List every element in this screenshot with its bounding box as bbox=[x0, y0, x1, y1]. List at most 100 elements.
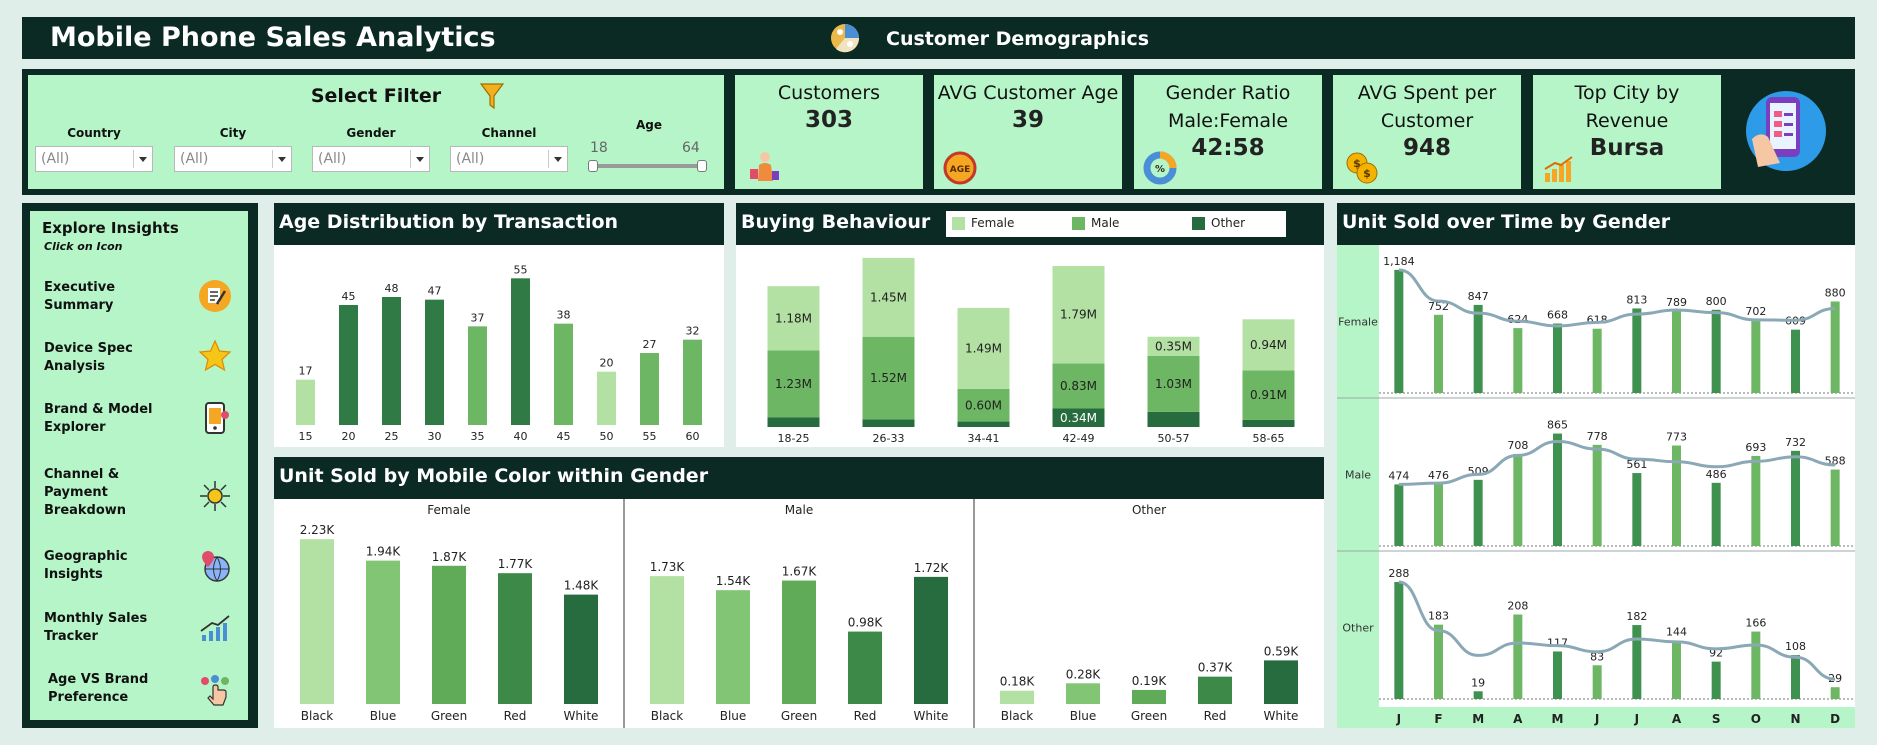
buying-tick-label: 26-33 bbox=[873, 432, 905, 445]
color-bar-label: 0.28K bbox=[1066, 667, 1102, 681]
kpi-customers-value: 303 bbox=[804, 107, 853, 133]
age-bar bbox=[597, 371, 616, 425]
time-bar-label: 789 bbox=[1666, 296, 1687, 309]
color-bar-label: 0.37K bbox=[1198, 661, 1234, 675]
filter-gender-select[interactable]: (All) bbox=[312, 146, 430, 172]
time-bar bbox=[1791, 329, 1800, 393]
sidebar-item-executive-summary[interactable]: Executive Summary bbox=[44, 280, 116, 313]
mobile-analytics-icon bbox=[1746, 91, 1826, 171]
buying-chart-body: 1.23M 1.18M 18-25 1.52M 1.45M 26-33 0.60M 1.49M… bbox=[736, 245, 1324, 447]
growth-bars-icon bbox=[1544, 156, 1573, 182]
trend-line bbox=[1398, 580, 1836, 681]
color-bar bbox=[432, 565, 466, 704]
time-bar bbox=[1830, 687, 1840, 699]
age-slider-max-handle[interactable] bbox=[697, 160, 707, 172]
coins-icon: $ $ bbox=[1346, 152, 1378, 184]
time-bar-label: 166 bbox=[1745, 617, 1766, 630]
funnel-icon bbox=[479, 83, 505, 110]
buying-segment-female bbox=[1242, 319, 1295, 371]
buying-segment-male bbox=[1242, 370, 1295, 420]
age-tick-label: 45 bbox=[557, 430, 571, 443]
sidebar-item-age-brand[interactable]: Age VS Brand Preference bbox=[48, 672, 149, 705]
color-bar-label: 0.98K bbox=[848, 616, 884, 630]
legend-swatch-male bbox=[1072, 217, 1085, 230]
buying-tick-label: 58-65 bbox=[1253, 432, 1285, 445]
network-icon[interactable] bbox=[198, 479, 232, 513]
star-icon[interactable] bbox=[198, 339, 232, 373]
sidebar-hint: Click on Icon bbox=[44, 240, 123, 253]
age-slider-track[interactable] bbox=[593, 164, 703, 168]
age-bar-label: 38 bbox=[557, 309, 571, 322]
color-bar bbox=[1000, 690, 1034, 704]
sidebar-item-channel-payment[interactable]: Channel & Payment Breakdown bbox=[44, 467, 127, 518]
month-tick-label: J bbox=[1396, 712, 1401, 726]
time-bar bbox=[1553, 323, 1562, 393]
time-bar-label: 1,184 bbox=[1383, 255, 1415, 268]
title-bar: Mobile Phone Sales Analytics Customer De… bbox=[22, 17, 1855, 59]
time-bar-label: 183 bbox=[1428, 610, 1449, 623]
kpi-avg-age: AVG Customer Age 39 AGE bbox=[934, 75, 1122, 189]
chevron-down-icon[interactable] bbox=[272, 150, 291, 168]
chevron-down-icon[interactable] bbox=[133, 150, 152, 168]
sidebar-item-monthly-sales[interactable]: Monthly Sales Tracker bbox=[44, 611, 148, 644]
time-panel-label: Other bbox=[1342, 622, 1374, 635]
filter-channel-select[interactable]: (All) bbox=[450, 146, 568, 172]
sidebar-title: Explore Insights bbox=[42, 219, 179, 237]
time-bar bbox=[1672, 640, 1681, 699]
buying-segment-male bbox=[957, 388, 1010, 422]
age-slider-min-handle[interactable] bbox=[588, 160, 598, 172]
filter-country-select[interactable]: (All) bbox=[35, 146, 153, 172]
summary-icon[interactable] bbox=[198, 279, 232, 313]
buying-segment-female bbox=[1052, 266, 1105, 364]
age-tick-label: 55 bbox=[643, 430, 657, 443]
month-tick-label: O bbox=[1751, 712, 1761, 726]
pointer-icon[interactable] bbox=[198, 673, 232, 707]
month-tick-label: A bbox=[1513, 712, 1523, 726]
buying-segment-male bbox=[1052, 363, 1105, 409]
time-bar-label: 693 bbox=[1745, 441, 1766, 454]
chevron-down-icon[interactable] bbox=[548, 150, 567, 168]
sidebar-item-brand-model[interactable]: Brand & Model Explorer bbox=[44, 402, 153, 435]
color-bar bbox=[564, 594, 598, 704]
chevron-down-icon[interactable] bbox=[410, 150, 429, 168]
age-bar-label: 17 bbox=[299, 365, 313, 378]
time-bar-label: 83 bbox=[1590, 650, 1604, 663]
buying-segment-label: 1.18M bbox=[775, 311, 812, 325]
buying-segment-other bbox=[957, 421, 1010, 427]
kpi-gender-ratio-title: Gender Ratio Male:Female bbox=[1165, 82, 1291, 132]
age-bar-label: 32 bbox=[686, 325, 700, 338]
kpi-avg-spent-value: 948 bbox=[1402, 135, 1451, 161]
age-min-value: 18 bbox=[590, 140, 608, 156]
buying-segment-label: 0.83M bbox=[1060, 379, 1097, 393]
svg-text:$: $ bbox=[1353, 157, 1361, 170]
color-tick-label: White bbox=[1264, 709, 1299, 723]
globe-pin-icon[interactable] bbox=[198, 549, 232, 583]
time-bar bbox=[1434, 314, 1443, 393]
time-panel-label: Female bbox=[1338, 316, 1378, 329]
sidebar-item-geographic[interactable]: Geographic Insights bbox=[44, 549, 128, 582]
kpi-top-city-value: Bursa bbox=[1589, 135, 1665, 161]
time-bar bbox=[1553, 651, 1562, 699]
buying-segment-other bbox=[1242, 419, 1295, 427]
svg-text:%: % bbox=[1155, 164, 1165, 175]
growth-chart-icon[interactable] bbox=[198, 611, 232, 645]
kpi-avg-spent-title: AVG Spent per Customer bbox=[1357, 82, 1497, 132]
color-bar-label: 1.48K bbox=[564, 579, 600, 593]
sidebar-item-device-spec[interactable]: Device Spec Analysis bbox=[44, 341, 133, 374]
color-bar-label: 0.59K bbox=[1264, 644, 1300, 658]
filter-city-select[interactable]: (All) bbox=[174, 146, 292, 172]
phone-icon[interactable] bbox=[198, 401, 232, 435]
buying-tick-label: 50-57 bbox=[1158, 432, 1190, 445]
time-bar bbox=[1473, 304, 1483, 393]
time-bar-label: 624 bbox=[1507, 313, 1528, 326]
filter-country-label: Country bbox=[67, 126, 121, 140]
time-bar bbox=[1711, 309, 1721, 393]
time-bar bbox=[1473, 479, 1483, 546]
kpi-gender-ratio-value: 42:58 bbox=[1191, 135, 1265, 161]
color-bar bbox=[300, 539, 334, 704]
buying-segment-female bbox=[957, 307, 1010, 389]
color-bar-label: 1.67K bbox=[782, 565, 818, 579]
age-tick-label: 20 bbox=[342, 430, 356, 443]
page-title: Mobile Phone Sales Analytics bbox=[50, 22, 496, 53]
